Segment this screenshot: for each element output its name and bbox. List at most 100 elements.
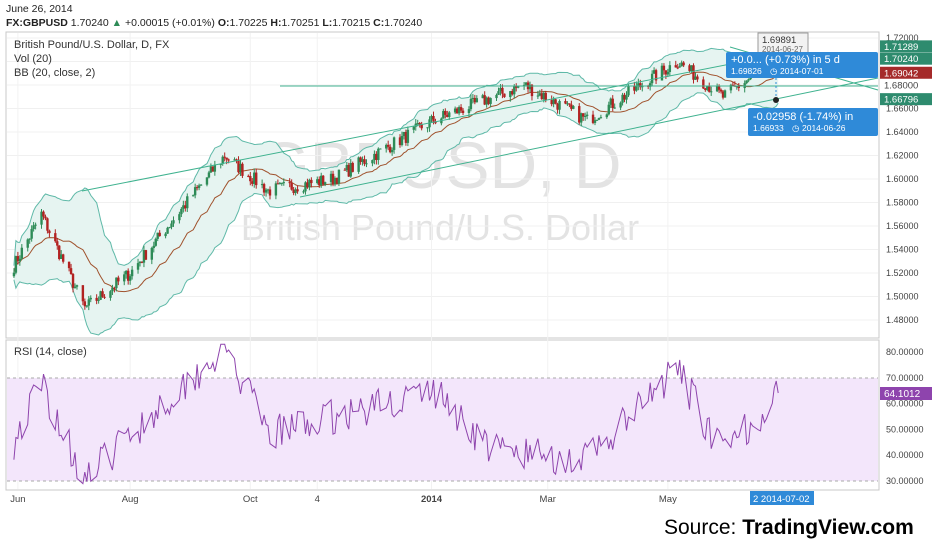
change-value: +0.00015 (+0.01%) xyxy=(124,17,215,29)
candle-body xyxy=(662,65,666,71)
top-box[interactable]: 1.69891 2014-06-27 xyxy=(757,32,809,54)
low-label: L: xyxy=(322,17,333,29)
candle-body xyxy=(111,287,114,292)
candle-body xyxy=(385,144,388,149)
candle-body xyxy=(89,297,92,300)
candle-body xyxy=(495,94,498,99)
candle-body xyxy=(392,137,396,150)
candle-body xyxy=(676,67,679,69)
candle-body xyxy=(528,84,532,90)
candle-body xyxy=(554,99,557,104)
trend-channel-upper[interactable] xyxy=(81,51,793,192)
candle-body xyxy=(115,277,118,289)
candle-body xyxy=(310,179,313,184)
candle-body xyxy=(209,166,213,173)
candle-body xyxy=(274,183,278,196)
candle-body xyxy=(225,157,228,160)
candle-body xyxy=(211,166,215,172)
down-projection-box[interactable]: -0.02958 (-1.74%) in 1.66933 ◷ 2014-06-2… xyxy=(748,108,878,136)
price-label-bg xyxy=(880,66,932,79)
candle-body xyxy=(613,107,616,109)
candle-body xyxy=(142,250,146,263)
price-tick-label: 1.60000 xyxy=(886,174,919,184)
candle-body xyxy=(193,187,197,196)
candle-body xyxy=(611,98,614,108)
candle-body xyxy=(34,224,37,226)
price-label-text: 1.71289 xyxy=(884,42,918,53)
candle-body xyxy=(359,157,362,162)
rsi-tick-label: 30.00000 xyxy=(886,476,924,486)
candle-body xyxy=(652,70,656,74)
source-credit: Source: TradingView.com xyxy=(664,516,914,540)
close-value: 1.70240 xyxy=(384,17,423,29)
candle-body xyxy=(30,229,33,239)
candle-body xyxy=(180,208,183,215)
candle-body xyxy=(481,95,484,99)
candle-body xyxy=(184,205,187,209)
trend-channel-lower[interactable] xyxy=(299,77,879,198)
candle-body xyxy=(747,79,750,81)
rsi-tick-label: 80.00000 xyxy=(886,347,924,357)
candle-body xyxy=(304,182,307,192)
candle-body xyxy=(723,90,727,98)
price-tick-label: 1.58000 xyxy=(886,198,919,208)
price-label-text: 1.66796 xyxy=(884,95,918,106)
rsi-scale[interactable]: 30.00000 40.00000 50.00000 60.00000 70.00000… xyxy=(886,347,924,486)
bb-label: BB (20, close, 2) xyxy=(14,67,95,79)
candle-body xyxy=(349,162,352,177)
header-date: June 26, 2014 xyxy=(6,3,73,15)
candle-body xyxy=(595,119,599,121)
candle-body xyxy=(635,85,638,91)
candle-body xyxy=(44,216,47,219)
candle-body xyxy=(550,100,553,105)
candle-body xyxy=(95,297,98,301)
candle-body xyxy=(266,189,270,191)
time-scale[interactable]: Jun Aug Oct 4 2014 Mar May xyxy=(10,494,677,505)
candle-body xyxy=(154,238,157,246)
main-title: British Pound/U.S. Dollar, D, FX xyxy=(14,39,170,51)
candle-body xyxy=(540,93,544,100)
candle-body xyxy=(71,274,75,288)
candle-body xyxy=(69,268,73,275)
candle-body xyxy=(542,92,545,100)
candle-body xyxy=(702,79,705,89)
price-label-text: 1.70240 xyxy=(884,54,918,65)
candle-body xyxy=(125,270,128,275)
candle-body xyxy=(207,172,211,178)
candle-body xyxy=(197,185,201,188)
candle-body xyxy=(388,146,392,153)
candle-body xyxy=(150,247,154,260)
candle-body xyxy=(386,144,390,147)
price-label-text: 1.68000 xyxy=(884,81,918,92)
candle-body xyxy=(459,107,463,111)
candle-body xyxy=(434,121,437,124)
candle-body xyxy=(20,247,24,259)
candle-body xyxy=(335,177,339,184)
symbol-label[interactable]: FX:GBPUSD xyxy=(6,17,68,29)
rsi-pane[interactable] xyxy=(5,339,880,491)
candle-body xyxy=(471,97,475,99)
candle-body xyxy=(191,195,195,197)
candle-body xyxy=(485,97,488,105)
candle-body xyxy=(85,305,89,307)
candle-body xyxy=(32,225,35,230)
main-pane[interactable] xyxy=(5,31,880,339)
up-projection-box[interactable]: +0.0... (+0.73%) in 5 d 1.69826 ◷ 2014-0… xyxy=(726,52,878,78)
candle-body xyxy=(475,98,479,103)
candle-body xyxy=(113,287,116,289)
candle-body xyxy=(278,183,282,185)
candle-body xyxy=(199,184,203,186)
top-box-date: 2014-06-27 xyxy=(762,45,803,54)
candle-body xyxy=(455,108,459,114)
clock-icon: ◷ xyxy=(792,123,800,133)
candle-body xyxy=(607,104,610,115)
time-tick-label: Oct xyxy=(243,494,258,505)
candle-body xyxy=(710,91,713,93)
candle-body xyxy=(621,94,624,103)
chart-svg[interactable]: GBPUSD, D British Pound/U.S. Dollar Brit… xyxy=(0,0,932,510)
candle-body xyxy=(400,136,404,146)
candle-body xyxy=(650,73,654,84)
candle-body xyxy=(678,66,681,68)
rsi-current-value: 64.1012 xyxy=(884,389,921,400)
